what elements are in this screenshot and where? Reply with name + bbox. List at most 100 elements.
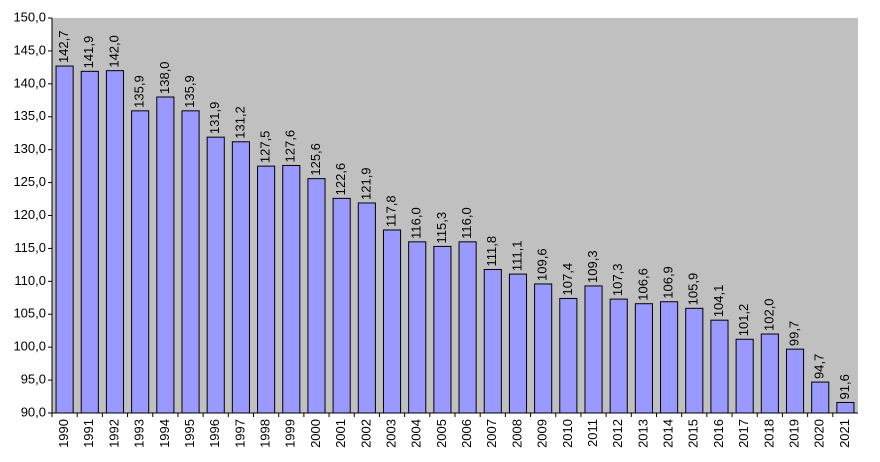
bar (811, 381, 830, 414)
value-label: 99,7 (786, 321, 801, 346)
x-tick-label: 1991 (81, 419, 96, 448)
value-label: 142,7 (56, 31, 71, 64)
value-label: 105,9 (686, 273, 701, 306)
value-label: 107,4 (560, 263, 575, 296)
x-tick-label: 2005 (434, 419, 449, 448)
bar (760, 333, 779, 414)
x-tick-label: 1999 (283, 419, 298, 448)
bar (131, 110, 150, 414)
y-tick-label: 105,0 (13, 306, 46, 321)
value-label: 117,8 (383, 195, 398, 227)
bar (685, 307, 704, 414)
bar (735, 338, 754, 414)
x-tick-label: 2012 (610, 419, 625, 448)
bar (508, 273, 528, 414)
x-tick-label: 1996 (207, 419, 222, 448)
value-label: 138,0 (157, 61, 172, 94)
value-label: 109,3 (585, 250, 600, 283)
y-tick-label: 135,0 (13, 108, 46, 123)
bar (710, 319, 729, 414)
value-label: 104,1 (711, 285, 726, 318)
y-tick-label: 130,0 (13, 141, 46, 156)
bar (231, 141, 250, 414)
y-tick-label: 150,0 (13, 9, 46, 24)
value-label: 142,0 (106, 35, 121, 68)
value-label: 91,6 (837, 374, 852, 399)
y-tick-label: 115,0 (14, 240, 46, 255)
x-tick-label: 2007 (484, 419, 499, 448)
value-label: 106,6 (635, 268, 650, 301)
x-tick-label: 2019 (786, 419, 801, 448)
value-label: 127,5 (258, 131, 273, 164)
value-label: 115,3 (434, 212, 449, 244)
x-tick-label: 2020 (812, 419, 827, 448)
x-tick-label: 2000 (308, 419, 323, 448)
bar (55, 65, 74, 414)
bar (382, 229, 402, 414)
bar (408, 241, 427, 414)
y-tick-label: 125,0 (13, 174, 46, 189)
x-tick-label: 2010 (560, 419, 575, 448)
bar (307, 178, 326, 414)
bar (483, 268, 502, 414)
x-tick-label: 1997 (232, 419, 247, 448)
y-tick-label: 140,0 (13, 75, 46, 90)
value-label: 116,0 (409, 207, 424, 239)
x-tick-label: 2014 (661, 419, 676, 448)
value-label: 131,9 (207, 102, 222, 135)
bar (785, 348, 805, 414)
y-tick-label: 120,0 (13, 207, 46, 222)
x-tick-label: 2013 (635, 419, 650, 448)
bar (257, 165, 276, 414)
bar (206, 136, 225, 414)
bar (282, 164, 301, 414)
value-label: 127,6 (283, 130, 298, 163)
value-label: 94,7 (812, 354, 827, 379)
bar (357, 202, 376, 414)
value-label: 121,9 (358, 167, 373, 200)
value-label: 111,8 (484, 236, 499, 267)
value-label: 135,9 (132, 75, 147, 108)
value-label: 131,2 (232, 106, 247, 139)
bar (105, 70, 125, 414)
bar (836, 401, 855, 414)
x-tick-label: 2009 (535, 419, 550, 448)
x-tick-label: 1995 (182, 419, 197, 448)
bar (80, 70, 99, 414)
value-label: 116,0 (459, 207, 474, 239)
x-tick-label: 1993 (132, 419, 147, 448)
value-label: 107,3 (610, 264, 625, 297)
value-label: 101,2 (736, 304, 751, 337)
x-tick-label: 2001 (333, 419, 348, 448)
value-label: 106,9 (661, 266, 676, 299)
y-tick-label: 145,0 (13, 42, 46, 57)
x-tick-label: 2006 (459, 419, 474, 448)
x-tick-label: 2004 (409, 419, 424, 448)
bar (534, 283, 553, 414)
value-label: 102,0 (761, 298, 776, 331)
bar (433, 245, 452, 414)
bar (584, 285, 603, 414)
y-tick-label: 100,0 (13, 339, 46, 354)
x-tick-label: 1994 (157, 419, 172, 448)
bar (181, 110, 200, 414)
y-tick-label: 110,0 (14, 273, 46, 288)
x-tick-label: 2002 (358, 419, 373, 448)
y-tick-label: 90,0 (21, 404, 46, 419)
x-tick-label: 2003 (383, 419, 398, 448)
x-tick-label: 2021 (837, 419, 852, 448)
x-tick-label: 2015 (686, 419, 701, 448)
y-tick-label: 95,0 (21, 372, 46, 387)
x-tick-label: 2016 (711, 419, 726, 448)
x-tick-label: 2008 (509, 419, 524, 448)
bar (609, 298, 628, 414)
x-tick-label: 2011 (585, 419, 600, 447)
bar (634, 303, 653, 414)
bar (559, 297, 578, 414)
value-label: 135,9 (182, 75, 197, 108)
bar (156, 96, 175, 414)
bar (332, 197, 351, 414)
value-label: 109,6 (535, 248, 550, 281)
value-label: 111,1 (509, 240, 524, 271)
